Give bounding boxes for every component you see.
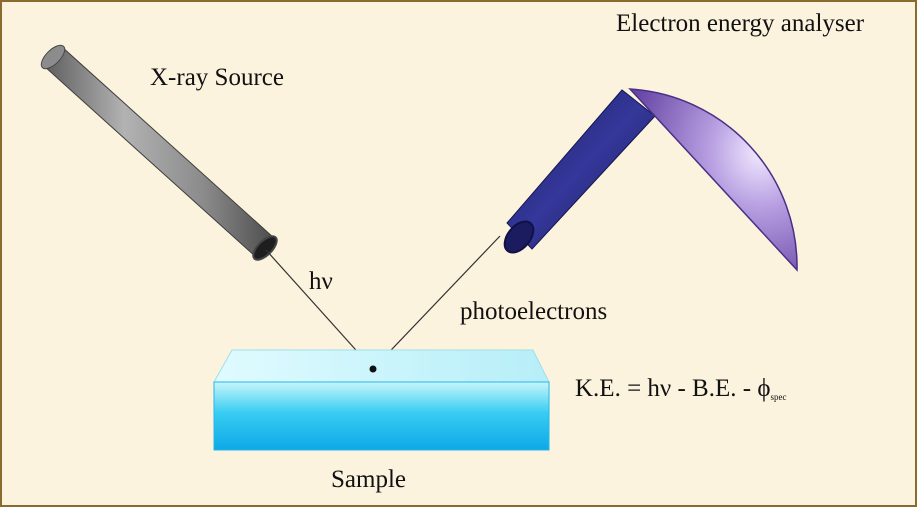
xray-source-tube [40,44,278,261]
sample-block [213,349,550,451]
photon-label: hν [309,268,333,295]
photoelectron-path-line [372,235,501,370]
kinetic-energy-formula: K.E. = hν - B.E. - ϕspec [575,376,786,402]
formula-subscript: spec [770,392,787,402]
formula-text: K.E. = hν - B.E. - ϕ [575,375,771,402]
analyser-hemisphere [628,88,798,272]
analyser-arm [503,89,656,254]
photoelectrons-label: photoelectrons [460,298,608,325]
xray-source-label: X-ray Source [150,64,284,91]
xray-beam-line [265,249,374,370]
sample-label: Sample [331,466,406,493]
impact-point [369,365,377,373]
analyser-label: Electron energy analyser [616,10,865,37]
